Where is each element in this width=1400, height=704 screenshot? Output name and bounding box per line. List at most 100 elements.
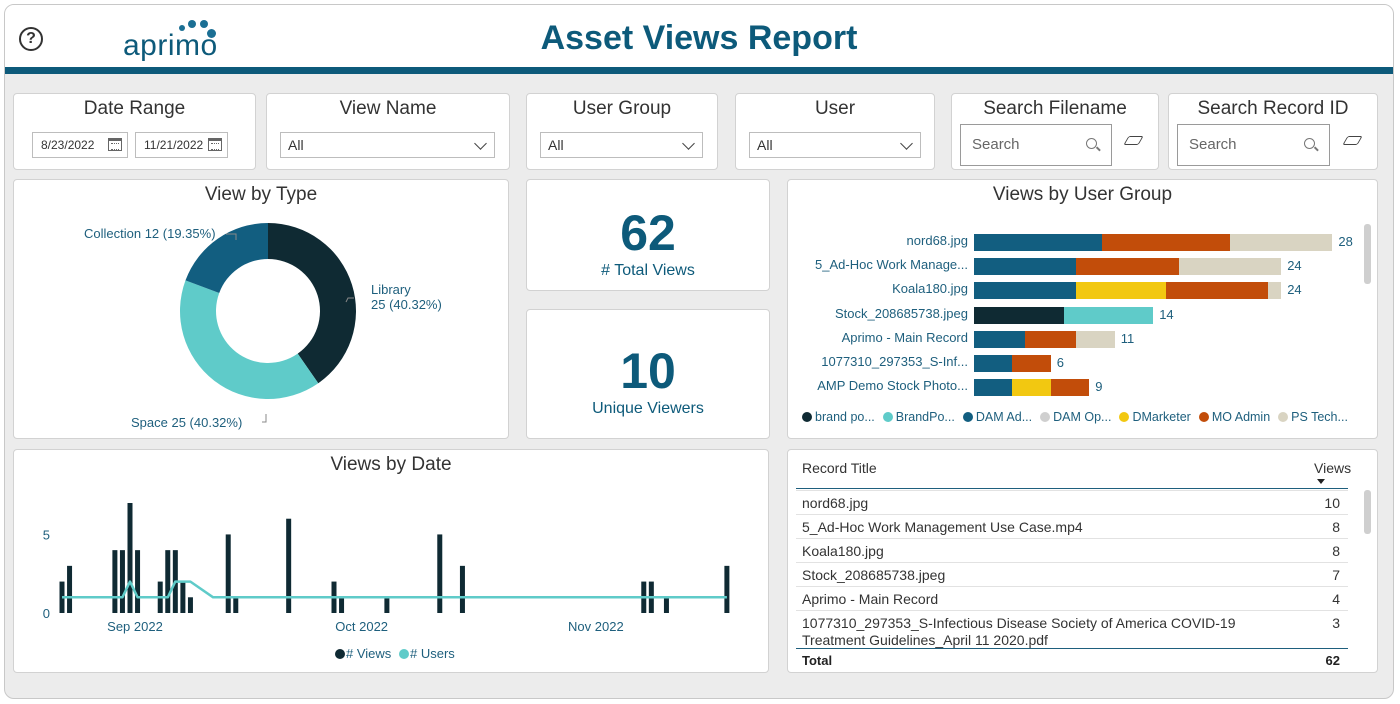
eraser-icon[interactable] [1123,136,1144,145]
views-bar[interactable] [67,565,73,613]
user-select[interactable]: All [749,132,921,158]
legend-label: brand po... [815,410,875,424]
legend-item[interactable]: BrandPo... [882,410,955,424]
donut-slice-library[interactable] [268,223,357,384]
views-cell: 4 [1332,591,1340,607]
bar-segment[interactable] [974,306,1064,324]
scrollbar[interactable] [1364,224,1371,284]
views-bar[interactable] [119,550,125,613]
total-label: Total [802,653,833,668]
bar-segment[interactable] [974,355,1013,372]
donut-slice-collection[interactable] [185,223,268,293]
stacked-bar[interactable] [974,355,1051,372]
views-bar[interactable] [112,550,118,613]
user-filter: User All [735,93,935,170]
table-row[interactable]: Aprimo - Main Record 4 [796,586,1348,610]
search-record-id-filter: Search Record ID Search [1168,93,1378,170]
sort-desc-icon[interactable] [1317,479,1325,484]
views-by-user-group-title: Views by User Group [992,184,1173,205]
bar-segment[interactable] [974,330,1026,348]
search-record-id-input[interactable]: Search [1177,124,1330,166]
column-header-record-title[interactable]: Record Title [802,460,877,476]
bar-segment[interactable] [1025,330,1077,348]
views-bar[interactable] [384,597,390,613]
search-filename-input[interactable]: Search [960,124,1112,166]
view-name-select[interactable]: All [280,132,495,158]
bar-segment[interactable] [1230,234,1333,251]
bar-segment[interactable] [1076,330,1115,348]
search-icon[interactable] [1304,138,1315,149]
column-header-views[interactable]: Views [1314,460,1352,476]
legend-item[interactable]: brand po... [802,410,875,424]
bar-segment[interactable] [1165,282,1269,300]
views-bar[interactable] [225,534,231,613]
table-row[interactable]: 5_Ad-Hoc Work Management Use Case.mp4 8 [796,514,1348,538]
stacked-bar[interactable] [974,379,1090,397]
bar-segment[interactable] [1178,258,1282,276]
views-bar[interactable] [135,550,141,613]
views-bar[interactable] [437,534,443,613]
view-by-type-panel: View by Type Collection 12 (19.35%) Libr… [13,179,509,439]
legend-dot-icon [1040,412,1051,422]
donut-slice-space[interactable] [180,280,319,399]
views-bar[interactable] [165,550,171,613]
stacked-bar[interactable] [974,282,1282,300]
bar-segment[interactable] [1076,282,1166,300]
views-bar[interactable] [663,597,669,613]
user-group-row-label: nord68.jpg [906,233,968,248]
bar-segment[interactable] [974,379,1013,397]
view-name-filter: View Name All [266,93,510,170]
users-line[interactable] [62,580,727,599]
total-row: Total 62 [796,648,1348,670]
views-bar[interactable] [339,597,345,613]
aprimo-logo: aprimo [121,19,231,63]
bar-segment[interactable] [974,258,1077,276]
bar-segment[interactable] [1063,306,1154,324]
bar-segment[interactable] [974,234,1102,251]
date-end-value: 11/21/2022 [144,138,204,152]
user-group-row-label: 1077310_297353_S-Inf... [821,354,968,369]
views-bar[interactable] [180,581,186,613]
stacked-bar[interactable] [974,306,1154,324]
bar-segment[interactable] [1076,258,1179,276]
legend-item[interactable]: PS Tech... [1278,410,1348,424]
bar-segment[interactable] [1050,379,1090,397]
legend-item[interactable]: DMarketer [1119,410,1191,424]
bar-segment[interactable] [1012,379,1051,397]
x-tick-label: Nov 2022 [568,619,624,634]
stacked-bar[interactable] [974,234,1333,251]
table-row[interactable]: 1077310_297353_S-Infectious Disease Soci… [796,610,1348,648]
date-start-input[interactable]: 8/23/2022 [32,132,128,158]
legend-item[interactable]: DAM Ad... [962,410,1032,424]
date-end-input[interactable]: 11/21/2022 [135,132,228,158]
help-icon[interactable]: ? [19,27,43,51]
stacked-bar[interactable] [974,330,1115,348]
table-row[interactable]: nord68.jpg 10 [796,490,1348,514]
views-bar[interactable] [127,503,133,613]
views-bar[interactable] [233,597,239,613]
scrollbar[interactable] [1364,490,1371,534]
bar-segment[interactable] [1012,355,1051,372]
user-group-select[interactable]: All [540,132,703,158]
user-group-row-label: Stock_208685738.jpeg [834,305,968,321]
legend-item[interactable]: DAM Op... [1040,410,1111,424]
table-row[interactable]: Stock_208685738.jpeg 7 [796,562,1348,586]
search-icon[interactable] [1086,138,1097,149]
views-bar[interactable] [286,518,292,613]
bar-segment[interactable] [1268,282,1282,300]
calendar-icon[interactable] [108,138,122,151]
legend-item[interactable]: MO Admin [1198,410,1270,424]
views-bar[interactable] [724,565,730,613]
views-bar[interactable] [459,565,465,613]
stacked-bar[interactable] [974,258,1282,276]
page-title: Asset Views Report [540,19,858,57]
eraser-icon[interactable] [1342,136,1363,145]
views-by-user-group-panel: Views by User Group brand po... BrandPo..… [787,179,1378,439]
legend-label: DAM Op... [1053,410,1112,424]
bar-segment[interactable] [1102,234,1230,251]
calendar-icon[interactable] [208,138,222,151]
views-bar[interactable] [187,597,193,613]
search-record-id-placeholder: Search [1189,136,1237,153]
table-row[interactable]: Koala180.jpg 8 [796,538,1348,562]
bar-segment[interactable] [974,282,1077,300]
